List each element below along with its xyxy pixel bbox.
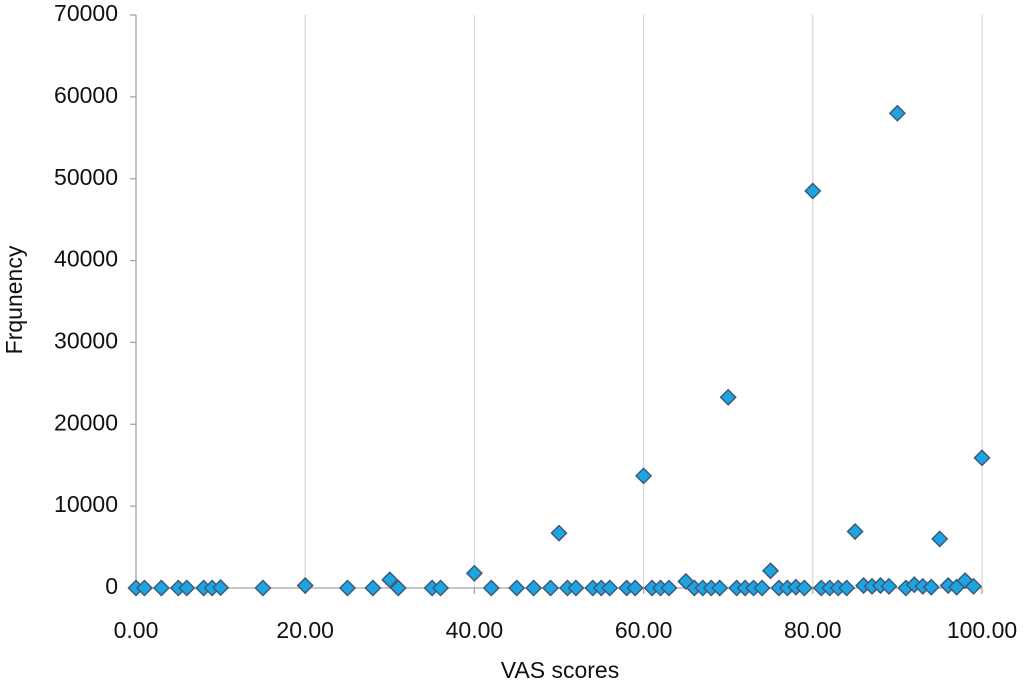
y-axis-label: Frqunency (1, 245, 27, 354)
point (922, 578, 940, 596)
point (212, 579, 230, 597)
point (964, 577, 983, 595)
point (846, 522, 864, 541)
x-tick-label: 0.00 (114, 617, 159, 643)
x-axis-label: VAS scores (501, 657, 619, 683)
point (364, 579, 382, 597)
point (719, 388, 737, 406)
point (601, 579, 619, 597)
y-tick-label: 60000 (54, 82, 118, 108)
point (465, 564, 483, 582)
x-tick-label: 20.00 (276, 617, 334, 643)
point (711, 579, 729, 597)
point (838, 579, 856, 597)
point (152, 579, 170, 597)
y-tick-label: 30000 (54, 328, 118, 354)
point (431, 579, 450, 597)
y-tick-label: 10000 (54, 491, 118, 517)
point (135, 579, 154, 597)
x-tick-label: 100.00 (947, 617, 1017, 643)
point (550, 524, 568, 542)
x-tick-label: 40.00 (446, 617, 504, 643)
point (973, 449, 991, 467)
point (931, 530, 949, 548)
point (635, 467, 653, 485)
point (761, 562, 780, 580)
point (296, 576, 314, 595)
point (888, 104, 906, 122)
point (795, 579, 813, 597)
point (389, 579, 407, 597)
point (880, 577, 898, 595)
x-tick-label: 80.00 (784, 617, 842, 643)
point (178, 579, 196, 597)
y-tick-label: 50000 (54, 164, 118, 190)
y-tick-label: 70000 (54, 0, 118, 26)
point (482, 579, 500, 597)
point (338, 579, 357, 597)
point (381, 571, 399, 589)
point (626, 579, 644, 597)
y-tick-label: 0 (105, 573, 118, 599)
y-tick-label: 40000 (54, 246, 118, 272)
point (525, 579, 543, 597)
x-tick-label: 60.00 (615, 617, 673, 643)
point (804, 182, 822, 200)
point (508, 579, 526, 597)
point (567, 579, 585, 597)
point (541, 579, 560, 597)
point (753, 579, 771, 597)
point (254, 579, 272, 597)
y-tick-label: 20000 (54, 409, 118, 435)
point (660, 579, 678, 597)
